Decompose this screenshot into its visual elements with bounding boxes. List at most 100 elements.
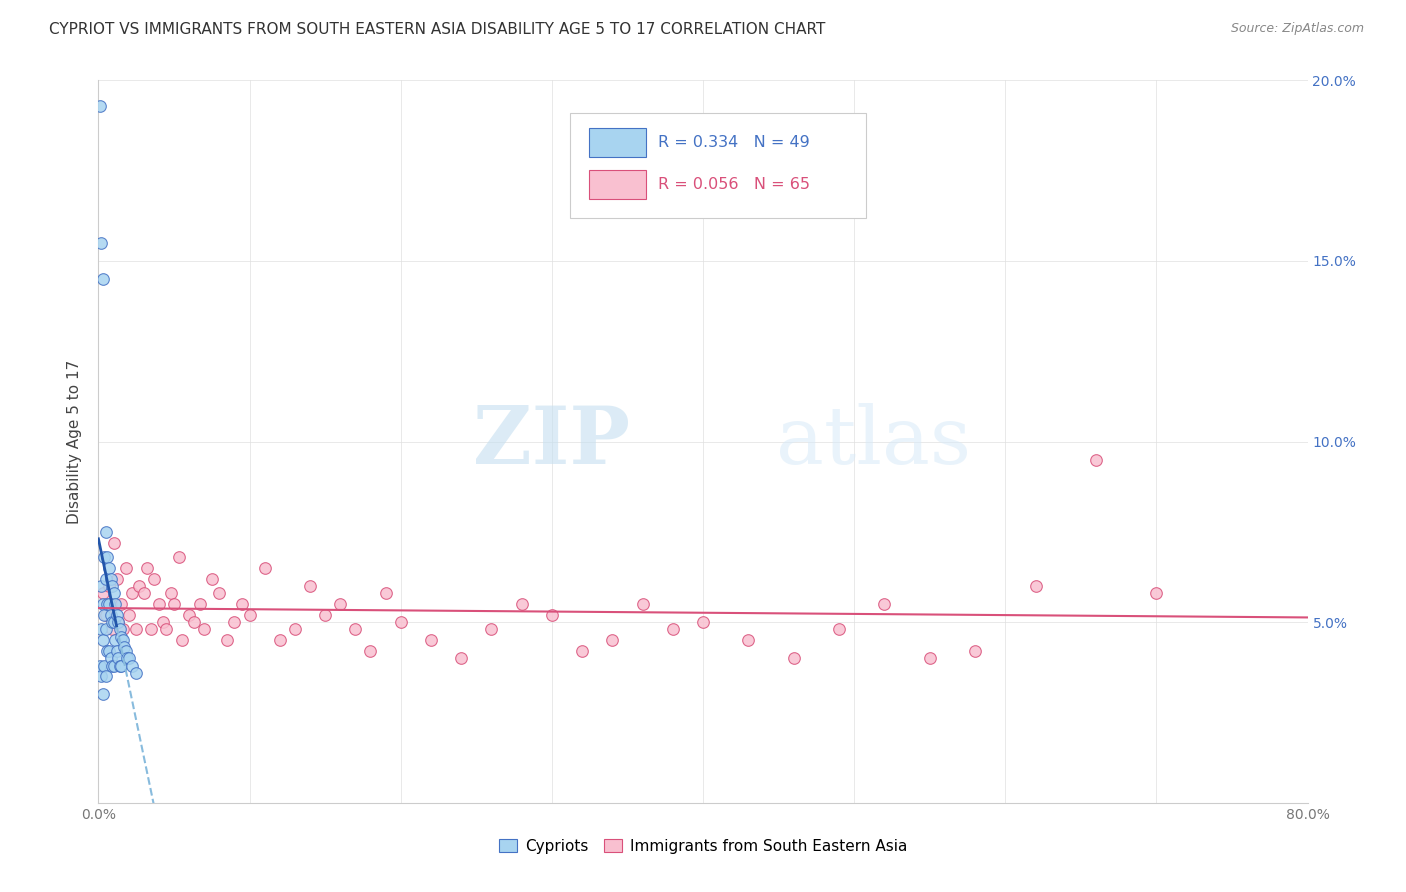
- Point: [188, 597, 211, 611]
- Point: [125, 623, 148, 637]
- Point: [114, 644, 136, 658]
- Point: [101, 615, 124, 630]
- Point: [420, 633, 443, 648]
- Point: [481, 623, 503, 637]
- Point: [100, 597, 122, 611]
- Point: [100, 651, 122, 665]
- Point: [631, 597, 654, 611]
- Point: [167, 550, 190, 565]
- Point: [91, 687, 114, 701]
- Point: [179, 607, 201, 622]
- Point: [183, 615, 205, 630]
- Text: Source: ZipAtlas.com: Source: ZipAtlas.com: [1230, 22, 1364, 36]
- Point: [103, 586, 125, 600]
- Point: [107, 615, 129, 630]
- Point: [148, 597, 170, 611]
- Point: [873, 597, 896, 611]
- Point: [121, 586, 143, 600]
- Point: [163, 597, 186, 611]
- Point: [94, 607, 117, 622]
- Point: [98, 579, 121, 593]
- Point: [329, 597, 352, 611]
- Point: [94, 524, 117, 539]
- Point: [540, 607, 562, 622]
- Point: [692, 615, 714, 630]
- Point: [105, 644, 128, 658]
- Point: [125, 665, 148, 680]
- Point: [94, 572, 117, 586]
- Point: [152, 615, 174, 630]
- Point: [91, 586, 114, 600]
- Text: ZIP: ZIP: [474, 402, 630, 481]
- Point: [269, 633, 291, 648]
- Point: [90, 669, 112, 683]
- Point: [135, 561, 157, 575]
- Point: [602, 633, 624, 648]
- Point: [111, 623, 134, 637]
- Point: [105, 572, 128, 586]
- Point: [111, 633, 134, 648]
- Text: R = 0.056   N = 65: R = 0.056 N = 65: [658, 177, 810, 192]
- Point: [94, 669, 117, 683]
- FancyBboxPatch shape: [589, 128, 647, 157]
- Point: [90, 623, 112, 637]
- Point: [132, 586, 155, 600]
- Point: [96, 550, 118, 565]
- Point: [160, 586, 183, 600]
- Point: [103, 615, 125, 630]
- Point: [110, 658, 132, 673]
- Text: R = 0.334   N = 49: R = 0.334 N = 49: [658, 135, 810, 150]
- Point: [1144, 586, 1167, 600]
- Point: [965, 644, 987, 658]
- Point: [91, 633, 114, 648]
- Point: [103, 658, 125, 673]
- Point: [100, 572, 122, 586]
- Point: [193, 623, 215, 637]
- Point: [105, 607, 128, 622]
- Point: [231, 597, 253, 611]
- Point: [110, 597, 132, 611]
- Point: [98, 597, 121, 611]
- Point: [121, 658, 143, 673]
- Point: [108, 623, 131, 637]
- Point: [344, 623, 367, 637]
- Point: [783, 651, 806, 665]
- Point: [737, 633, 759, 648]
- Point: [90, 579, 112, 593]
- Point: [107, 651, 129, 665]
- Point: [98, 561, 121, 575]
- Point: [101, 579, 124, 593]
- Point: [510, 597, 533, 611]
- Point: [91, 272, 114, 286]
- Point: [661, 623, 683, 637]
- Point: [93, 658, 115, 673]
- Point: [918, 651, 941, 665]
- Point: [101, 623, 124, 637]
- Text: atlas: atlas: [776, 402, 970, 481]
- Point: [215, 633, 238, 648]
- Point: [128, 579, 150, 593]
- Point: [284, 623, 307, 637]
- Point: [96, 597, 118, 611]
- Point: [143, 572, 166, 586]
- Legend: Cypriots, Immigrants from South Eastern Asia: Cypriots, Immigrants from South Eastern …: [494, 833, 912, 860]
- Point: [98, 644, 121, 658]
- Point: [239, 607, 262, 622]
- Point: [360, 644, 382, 658]
- Point: [103, 535, 125, 549]
- FancyBboxPatch shape: [569, 112, 866, 218]
- Point: [828, 623, 851, 637]
- Point: [1085, 452, 1108, 467]
- Point: [389, 615, 412, 630]
- Point: [155, 623, 177, 637]
- Point: [90, 235, 112, 250]
- Point: [170, 633, 193, 648]
- Point: [93, 550, 115, 565]
- Point: [94, 623, 117, 637]
- Point: [104, 597, 127, 611]
- Point: [114, 561, 136, 575]
- Point: [112, 640, 135, 655]
- Point: [314, 607, 336, 622]
- Point: [208, 586, 231, 600]
- Point: [571, 644, 593, 658]
